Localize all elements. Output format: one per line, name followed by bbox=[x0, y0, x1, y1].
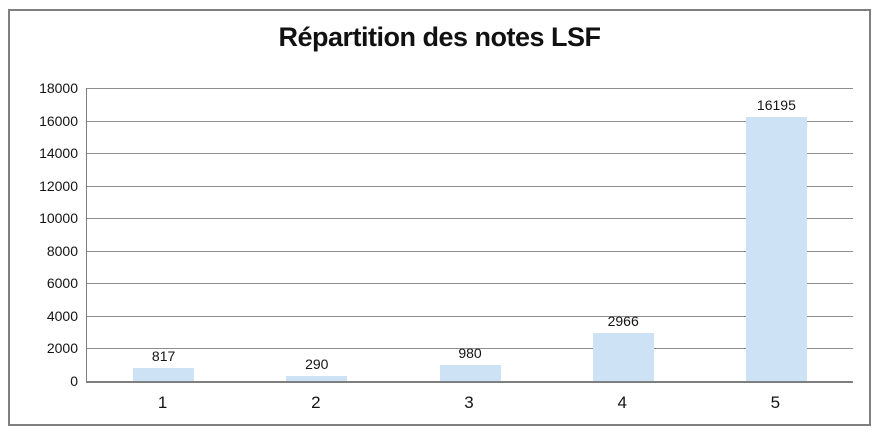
gridline bbox=[87, 153, 853, 155]
y-axis-tick-label: 18000 bbox=[39, 80, 78, 96]
bar-value-label: 16195 bbox=[756, 97, 796, 114]
x-axis-category-label: 2 bbox=[311, 393, 321, 412]
y-axis-tick-label: 4000 bbox=[46, 307, 78, 324]
gridline bbox=[87, 348, 853, 350]
gridline bbox=[87, 250, 853, 252]
bar bbox=[592, 332, 654, 381]
plot-area: 817 290 980 2966 16195 bbox=[86, 88, 853, 383]
bar bbox=[133, 367, 195, 381]
x-axis-category-label: 3 bbox=[464, 393, 474, 412]
bar-value-label: 290 bbox=[305, 356, 329, 373]
y-axis-tick-label: 10000 bbox=[39, 210, 78, 227]
y-axis-tick-label: 6000 bbox=[46, 275, 78, 292]
x-axis-category-label: 4 bbox=[617, 393, 627, 412]
bar-value-label: 817 bbox=[151, 347, 176, 364]
y-axis-tick-label: 16000 bbox=[39, 112, 78, 129]
x-axis-category-label: 5 bbox=[770, 393, 781, 412]
y-axis-tick-label: 8000 bbox=[46, 242, 78, 259]
bar bbox=[745, 117, 807, 381]
chart-frame bbox=[8, 9, 871, 426]
y-axis-tick-label: 0 bbox=[70, 373, 78, 389]
y-axis-tick-label: 14000 bbox=[39, 145, 78, 162]
gridline bbox=[87, 88, 853, 89]
x-axis-category-label: 1 bbox=[157, 393, 168, 412]
y-axis-tick-label: 2000 bbox=[46, 340, 78, 357]
gridline bbox=[87, 185, 853, 187]
bar-value-label: 980 bbox=[458, 345, 482, 362]
y-axis-tick-label: 12000 bbox=[39, 177, 78, 194]
gridline bbox=[87, 283, 853, 285]
bar bbox=[439, 365, 501, 381]
gridline bbox=[87, 315, 853, 317]
chart-title: Répartition des notes LSF bbox=[278, 22, 601, 52]
bar-value-label: 2966 bbox=[607, 312, 639, 329]
gridline bbox=[87, 218, 853, 220]
bar bbox=[286, 376, 348, 381]
gridline bbox=[87, 120, 853, 122]
